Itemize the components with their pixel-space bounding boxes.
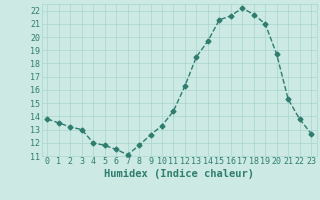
- X-axis label: Humidex (Indice chaleur): Humidex (Indice chaleur): [104, 169, 254, 179]
